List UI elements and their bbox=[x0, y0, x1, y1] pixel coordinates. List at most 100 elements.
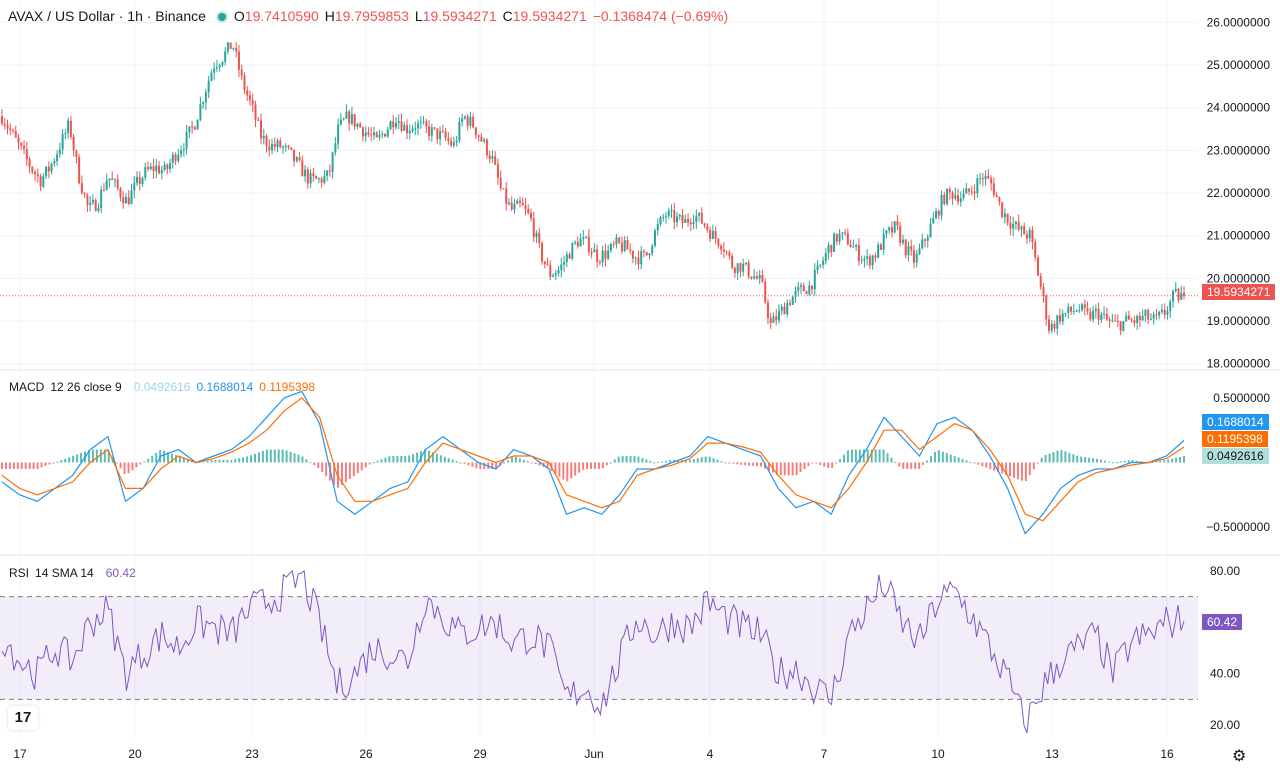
candle-body bbox=[301, 160, 304, 177]
candle-body bbox=[298, 157, 301, 161]
macd-histogram-bar bbox=[586, 462, 589, 469]
macd-histogram-bar bbox=[649, 460, 652, 463]
macd-histogram-bar bbox=[997, 462, 1000, 472]
candle-body bbox=[794, 290, 797, 297]
candle-body bbox=[447, 137, 450, 141]
candle-body bbox=[499, 177, 502, 189]
candle-body bbox=[574, 242, 577, 244]
macd-histogram-bar bbox=[961, 458, 964, 463]
candle-body bbox=[841, 232, 844, 234]
candle-body bbox=[968, 188, 971, 192]
candle-body bbox=[1045, 295, 1048, 320]
candle-body bbox=[824, 252, 827, 261]
candle-body bbox=[67, 120, 70, 134]
candle-body bbox=[844, 232, 847, 234]
candle-body bbox=[1070, 306, 1073, 312]
candle-body bbox=[127, 197, 130, 205]
macd-histogram-bar bbox=[665, 460, 668, 463]
macd-histogram-bar bbox=[265, 449, 268, 463]
symbol-title[interactable]: AVAX / US Dollar · 1h · Binance bbox=[8, 8, 206, 24]
candle-body bbox=[215, 67, 218, 69]
candle-body bbox=[1025, 234, 1028, 239]
candle-body bbox=[557, 270, 560, 274]
macd-histogram-bar bbox=[993, 462, 996, 471]
candle-body bbox=[538, 232, 541, 244]
candle-body bbox=[948, 188, 951, 193]
candle-body bbox=[940, 194, 943, 216]
macd-histogram-bar bbox=[554, 462, 557, 474]
macd-histogram-bar bbox=[170, 453, 173, 463]
candle-body bbox=[315, 176, 318, 179]
candle-body bbox=[210, 72, 213, 81]
macd-histogram-bar bbox=[510, 457, 513, 463]
macd-histogram-bar bbox=[518, 458, 521, 463]
candle-body bbox=[158, 165, 161, 174]
candle-body bbox=[739, 263, 742, 272]
tradingview-logo[interactable]: 17 bbox=[8, 706, 38, 730]
macd-histogram-bar bbox=[629, 456, 632, 463]
candle-body bbox=[673, 210, 676, 223]
candle-body bbox=[138, 177, 141, 184]
candle-body bbox=[36, 174, 39, 176]
macd-histogram-bar bbox=[1171, 458, 1174, 463]
candle-body bbox=[400, 121, 403, 131]
candle-body bbox=[863, 258, 866, 261]
candle-body bbox=[736, 263, 739, 273]
macd-histogram-bar bbox=[190, 460, 193, 463]
macd-histogram-bar bbox=[254, 453, 257, 463]
candle-body bbox=[293, 149, 296, 162]
macd-histogram-bar bbox=[443, 456, 446, 463]
macd-histogram-bar bbox=[135, 462, 138, 468]
candle-body bbox=[733, 267, 736, 273]
candle-body bbox=[1136, 315, 1139, 324]
macd-histogram-bar bbox=[546, 462, 549, 469]
rsi-legend[interactable]: RSI 14 SMA 14 60.42 bbox=[9, 566, 142, 580]
x-tick-label: 4 bbox=[707, 747, 714, 761]
candle-body bbox=[9, 128, 12, 131]
macd-histogram-bar bbox=[819, 462, 822, 465]
macd-histogram-bar bbox=[882, 449, 885, 463]
macd-histogram-bar bbox=[633, 456, 636, 463]
candle-body bbox=[1061, 313, 1064, 322]
macd-histogram-bar bbox=[455, 461, 458, 463]
price-axis-label: 21.0000000 bbox=[1207, 229, 1271, 243]
candle-body bbox=[182, 149, 185, 151]
gear-icon[interactable]: ⚙ bbox=[1232, 748, 1247, 765]
candle-body bbox=[576, 242, 579, 247]
candle-body bbox=[193, 126, 196, 130]
macd-histogram-bar bbox=[748, 462, 751, 466]
candle-body bbox=[155, 165, 158, 172]
candle-body bbox=[20, 142, 23, 146]
macd-histogram-bar bbox=[1080, 456, 1083, 463]
candle-body bbox=[1105, 313, 1108, 320]
open-value: 19.7410590 bbox=[244, 8, 319, 24]
macd-histogram-bar bbox=[827, 462, 830, 468]
candle-body bbox=[372, 132, 375, 136]
candle-body bbox=[879, 244, 882, 250]
x-tick-label: 7 bbox=[821, 747, 828, 761]
candle-body bbox=[64, 133, 67, 135]
candle-body bbox=[480, 136, 483, 142]
macd-histogram-bar bbox=[973, 462, 976, 464]
candle-body bbox=[262, 135, 265, 139]
macd-histogram-bar bbox=[839, 459, 842, 463]
macd-histogram-bar bbox=[412, 454, 415, 463]
candle-body bbox=[108, 178, 111, 181]
macd-histogram-bar bbox=[44, 462, 47, 466]
change-value: −0.1368474 (−0.69%) bbox=[592, 8, 729, 24]
price-axis-label: 26.0000000 bbox=[1207, 15, 1271, 29]
macd-histogram-bar bbox=[325, 462, 328, 477]
macd-histogram-bar bbox=[352, 462, 355, 477]
macd-histogram-bar bbox=[886, 453, 889, 463]
candle-body bbox=[309, 173, 312, 184]
candle-body bbox=[1039, 275, 1042, 287]
candle-body bbox=[582, 237, 585, 239]
macd-histogram-bar bbox=[1005, 462, 1008, 475]
macd-histogram-bar bbox=[99, 449, 102, 463]
candle-body bbox=[1141, 315, 1144, 320]
last-price-tag: 19.5934271 bbox=[1202, 284, 1276, 300]
macd-histogram-bar bbox=[56, 461, 59, 463]
candle-body bbox=[1180, 292, 1183, 300]
macd-legend[interactable]: MACD 12 26 close 9 0.0492616 0.1688014 0.119… bbox=[9, 380, 321, 394]
